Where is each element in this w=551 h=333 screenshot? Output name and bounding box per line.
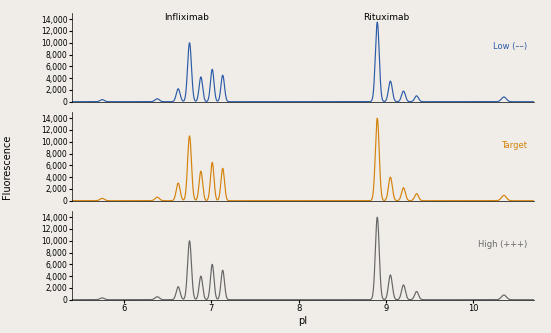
X-axis label: pI: pI xyxy=(299,316,307,326)
Text: Low (––): Low (––) xyxy=(493,42,527,51)
Text: High (+++): High (+++) xyxy=(478,240,527,249)
Text: Rituximab: Rituximab xyxy=(363,13,409,22)
Text: Infliximab: Infliximab xyxy=(164,13,209,22)
Text: Target: Target xyxy=(501,142,527,151)
Text: Fluorescence: Fluorescence xyxy=(2,134,12,199)
